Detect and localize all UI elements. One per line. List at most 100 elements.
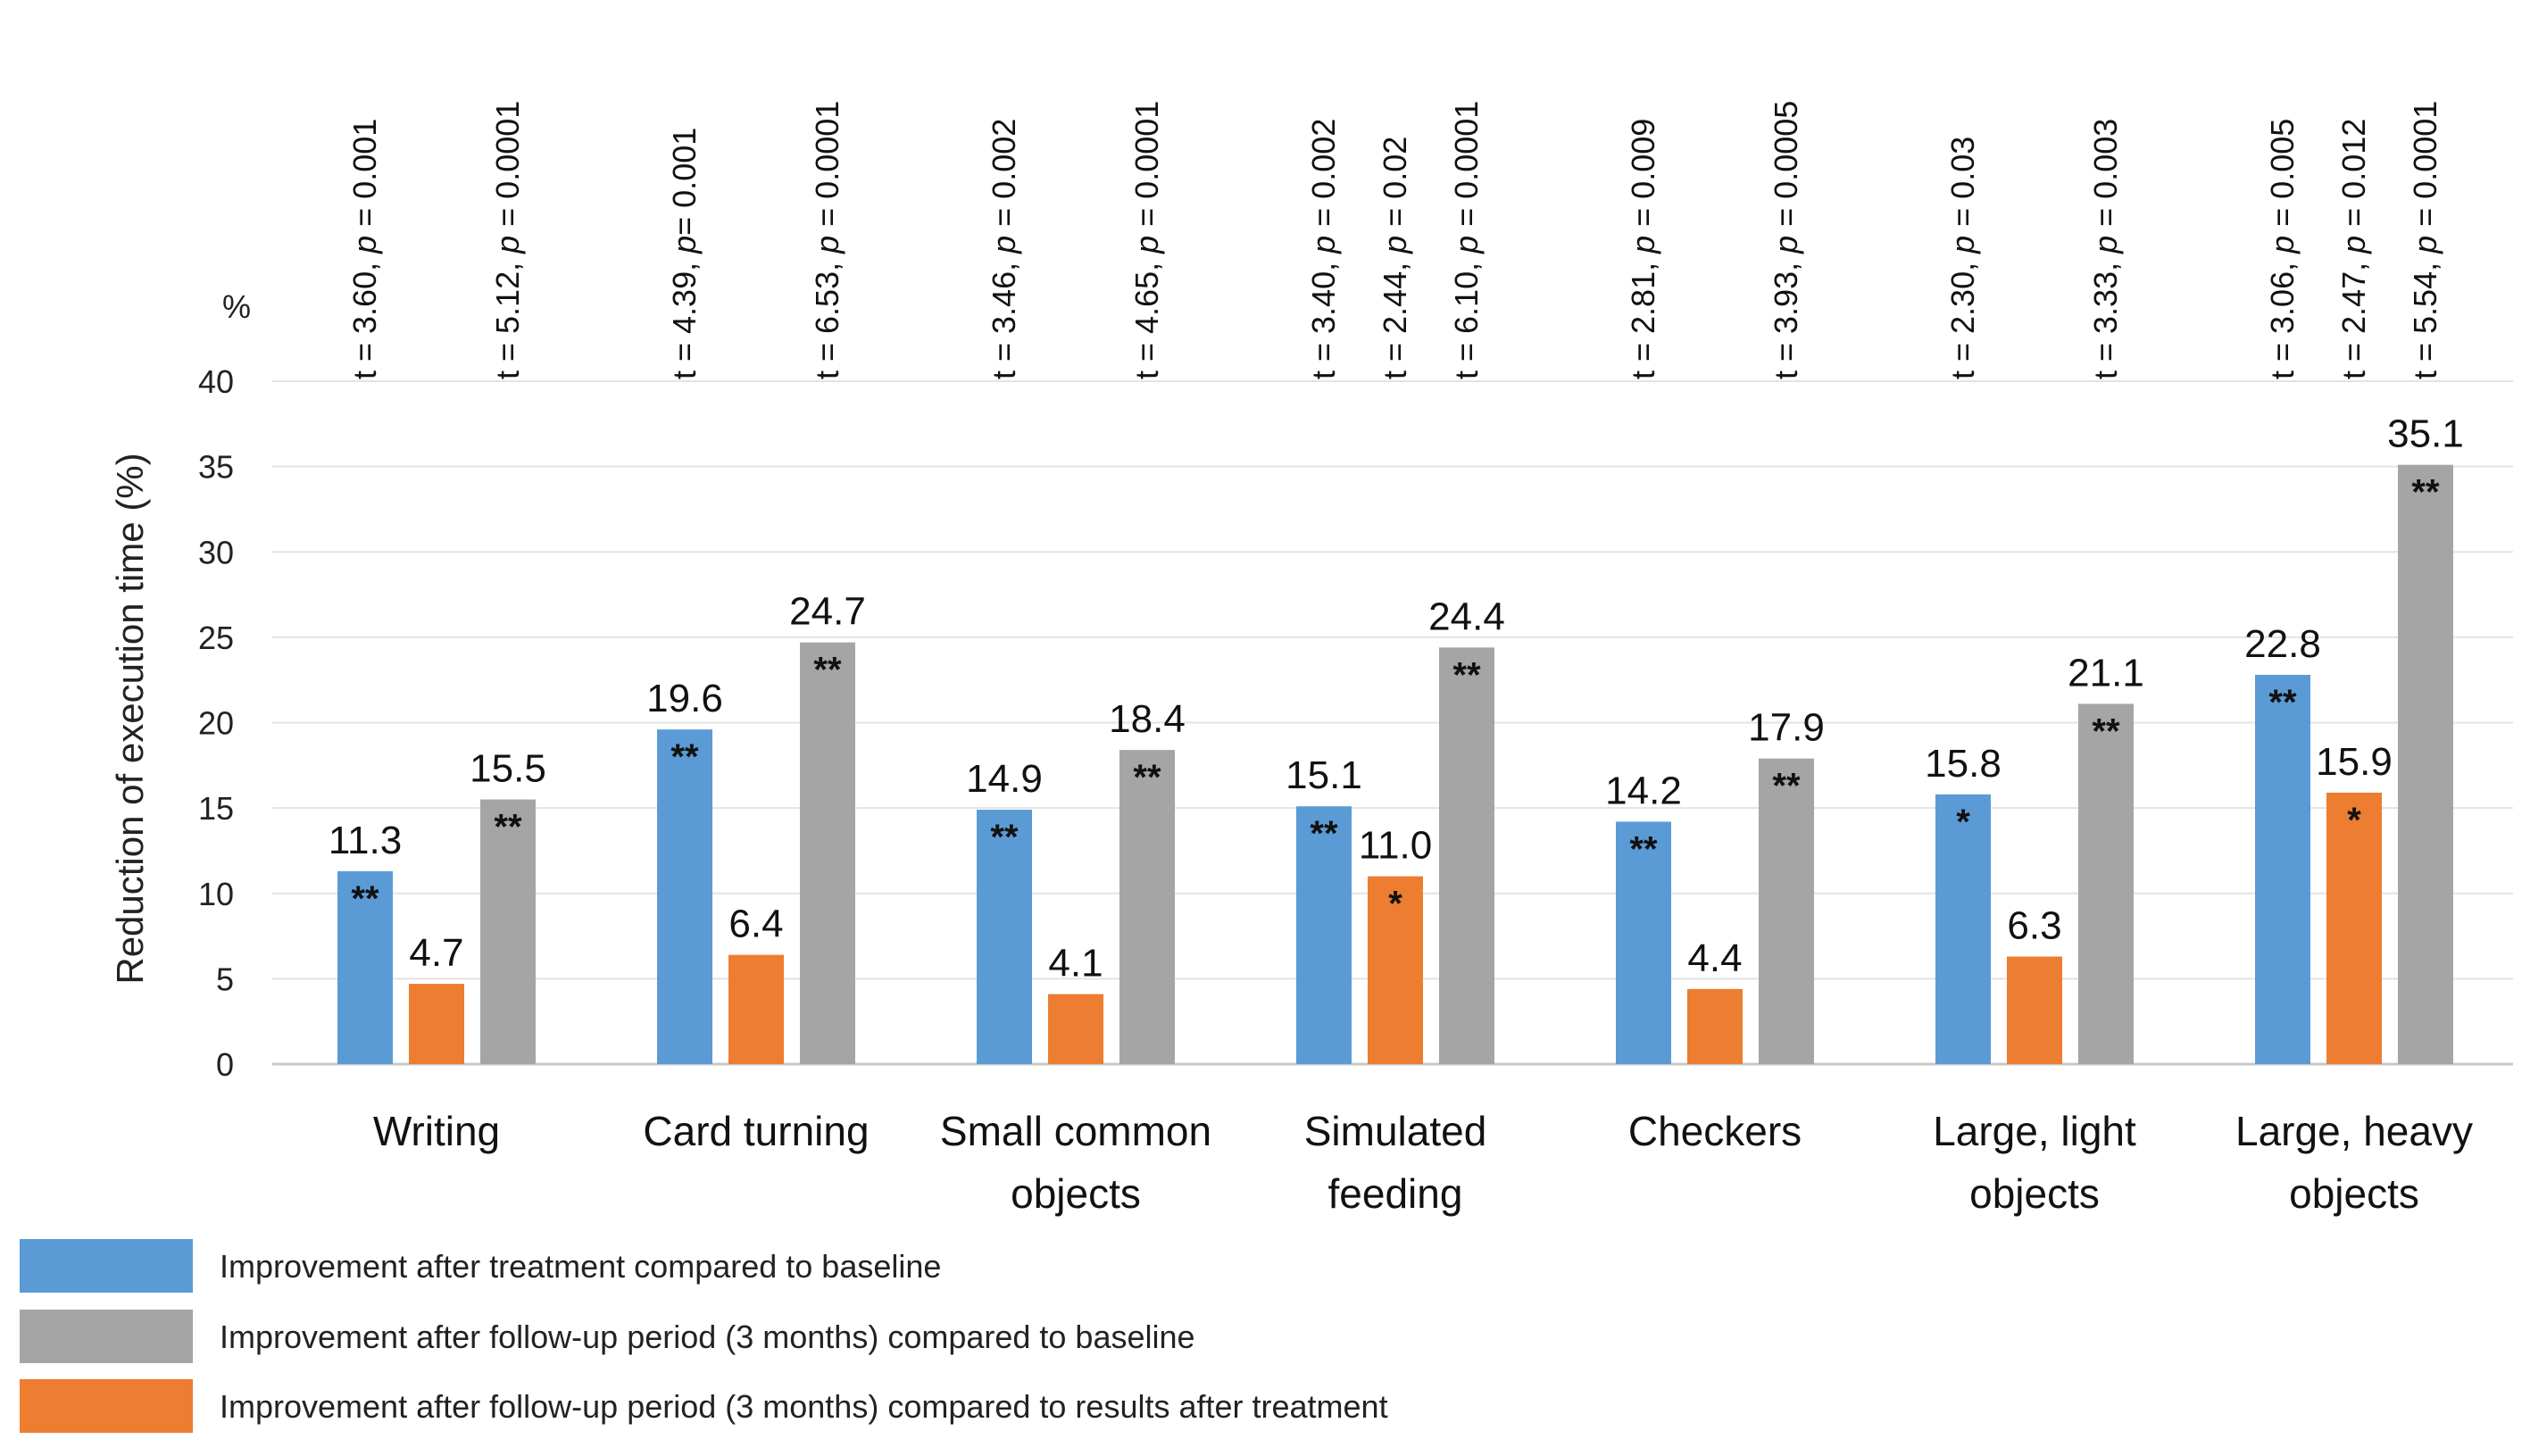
- stat-annotation: t = 5.12, p = 0.0001: [489, 101, 526, 379]
- significance-marker: **: [2092, 711, 2120, 751]
- significance-marker: **: [2411, 473, 2440, 512]
- data-label: 14.2: [1605, 769, 1682, 812]
- stat-annotation: t = 3.33, p = 0.003: [2087, 119, 2124, 379]
- bar: [1368, 876, 1423, 1064]
- data-label: 11.3: [329, 819, 402, 862]
- category-label: objects: [1011, 1170, 1141, 1217]
- bar: [977, 810, 1032, 1064]
- bar: [1296, 806, 1352, 1064]
- significance-marker: *: [1388, 885, 1402, 924]
- bar: [2255, 674, 2310, 1064]
- y-axis: 0 5 10 15 20 25 30 35 40: [198, 363, 234, 1083]
- stat-annotation: t = 2.81, p = 0.009: [1625, 119, 1661, 379]
- data-label: 4.1: [1048, 942, 1103, 986]
- category-label: feeding: [1328, 1170, 1463, 1217]
- y-tick-label: 10: [198, 876, 234, 912]
- bar: [800, 642, 855, 1064]
- legend-label: Improvement after treatment compared to …: [220, 1248, 941, 1285]
- category-labels: Writing Card turning Small common objects Si…: [373, 1108, 2473, 1217]
- data-label: 18.4: [1109, 697, 1186, 741]
- data-label: 24.4: [1428, 595, 1505, 638]
- y-tick-label: 15: [198, 790, 234, 827]
- statistics-annotations: t = 3.60, p = 0.001 t = 5.12, p = 0.0001 t…: [346, 101, 2443, 379]
- bar: [2007, 956, 2062, 1064]
- y-tick-label: 40: [198, 363, 234, 400]
- data-label: 24.7: [789, 590, 866, 634]
- stat-annotation: t = 2.47, p = 0.012: [2335, 119, 2372, 379]
- data-label: 15.9: [2316, 740, 2393, 784]
- bar: [728, 954, 784, 1064]
- category-label: Small common: [940, 1108, 1211, 1154]
- bar: [1439, 647, 1494, 1064]
- bar: [480, 799, 536, 1064]
- bar: [1687, 988, 1743, 1064]
- significance-marker: **: [1629, 829, 1658, 869]
- data-label: 21.1: [2068, 651, 2144, 695]
- category-label: objects: [1969, 1170, 2100, 1217]
- category-label: Large, light: [1933, 1108, 2136, 1154]
- significance-marker: **: [2268, 683, 2297, 722]
- category-label: Writing: [373, 1108, 500, 1154]
- legend-label: Improvement after follow-up period (3 mo…: [220, 1319, 1195, 1355]
- stat-annotation: t = 4.39, p= 0.001: [666, 128, 703, 379]
- data-label: 35.1: [2387, 412, 2464, 456]
- stat-annotation: t = 2.44, p = 0.02: [1377, 137, 1413, 379]
- significance-marker: **: [813, 651, 842, 690]
- category-label: Large, heavy: [2235, 1108, 2473, 1154]
- y-tick-label: 35: [198, 449, 234, 486]
- bar: [1935, 794, 1991, 1064]
- bar: [2078, 703, 2134, 1064]
- stat-annotation: t = 3.06, p = 0.005: [2264, 119, 2301, 379]
- category-label: Checkers: [1628, 1108, 1802, 1154]
- bar: [657, 729, 712, 1064]
- category-label: objects: [2289, 1170, 2419, 1217]
- legend-swatch: [20, 1379, 193, 1433]
- gridlines: [272, 380, 2513, 1066]
- bar: [1119, 750, 1175, 1064]
- category-label: Card turning: [643, 1108, 869, 1154]
- y-tick-label: 5: [216, 961, 234, 997]
- significance-marker: **: [670, 737, 699, 777]
- bar: [1616, 821, 1671, 1064]
- y-axis-label: Reduction of execution time (%): [109, 453, 151, 984]
- data-label: 19.6: [646, 677, 723, 720]
- y-tick-label: 25: [198, 620, 234, 656]
- category-label: Simulated: [1304, 1108, 1487, 1154]
- data-label: 4.7: [409, 931, 463, 975]
- data-label: 15.5: [470, 747, 546, 791]
- bars: [337, 464, 2453, 1064]
- bar: [1048, 994, 1103, 1064]
- data-label: 15.1: [1286, 753, 1362, 797]
- y-tick-label: 20: [198, 705, 234, 742]
- significance-marker: **: [1452, 655, 1481, 695]
- significance-marker: **: [351, 879, 379, 919]
- data-label: 15.8: [1925, 742, 2002, 786]
- stat-annotation: t = 3.46, p = 0.002: [986, 119, 1022, 379]
- y-tick-label: 30: [198, 534, 234, 570]
- significance-marker: **: [494, 808, 522, 847]
- stat-annotation: t = 6.53, p = 0.0001: [809, 101, 845, 379]
- bar: [337, 870, 393, 1064]
- stat-annotation: t = 3.93, p = 0.0005: [1768, 101, 1804, 379]
- legend-swatch: [20, 1310, 193, 1363]
- stat-annotation: t = 4.65, p = 0.0001: [1128, 101, 1165, 379]
- significance-marker: **: [1310, 814, 1338, 853]
- bar: [2398, 464, 2453, 1064]
- significance-marker: *: [1956, 803, 1970, 842]
- y-tick-label: 0: [216, 1046, 234, 1083]
- data-label: 11.0: [1359, 824, 1432, 868]
- value-labels: 11.3**4.715.5**19.6**6.424.7**14.9**4.11…: [329, 412, 2464, 986]
- data-label: 4.4: [1687, 936, 1742, 980]
- significance-marker: **: [1133, 758, 1161, 797]
- significance-marker: **: [990, 818, 1019, 857]
- legend-swatch: [20, 1239, 193, 1293]
- data-label: 22.8: [2244, 622, 2321, 666]
- bar: [2326, 792, 2382, 1064]
- significance-marker: **: [1772, 767, 1801, 806]
- data-label: 6.3: [2007, 904, 2061, 948]
- significance-marker: *: [2347, 801, 2361, 840]
- stat-annotation: t = 3.40, p = 0.002: [1305, 119, 1342, 379]
- bar: [1759, 758, 1814, 1064]
- data-label: 17.9: [1748, 706, 1825, 750]
